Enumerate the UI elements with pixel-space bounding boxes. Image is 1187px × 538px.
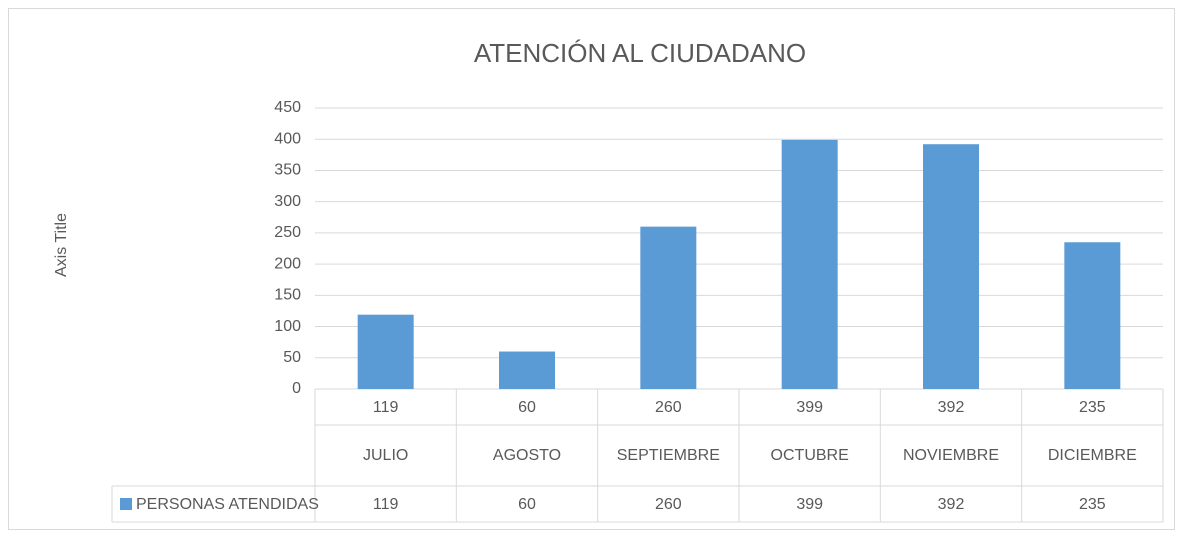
data-label: 119: [373, 399, 399, 416]
x-tick-cell: NOVIEMBRE: [902, 446, 999, 464]
y-tick-label: 100: [274, 318, 301, 335]
data-label: 392: [938, 399, 965, 416]
x-tick-label: AGOSTO: [492, 446, 562, 464]
x-tick-label: DICIEMBRE: [1047, 446, 1137, 464]
legend-swatch: [120, 498, 132, 510]
x-tick-label: OCTUBRE: [770, 446, 849, 464]
legend-label: PERSONAS ATENDIDAS: [136, 496, 319, 513]
bar: [357, 314, 414, 389]
table-value: 399: [796, 496, 823, 513]
data-label: 399: [796, 399, 823, 416]
table-value: 235: [1079, 496, 1106, 513]
x-tick-cell: DICIEMBRE: [1047, 446, 1137, 464]
x-tick-cell: SEPTIEMBRE: [616, 446, 720, 464]
bar: [781, 139, 838, 389]
chart-title: ATENCIÓN AL CIUDADANO: [474, 38, 806, 68]
y-tick-label: 0: [292, 380, 301, 397]
data-label: 235: [1079, 399, 1106, 416]
data-label: 60: [518, 399, 536, 416]
y-tick-label: 150: [274, 287, 301, 304]
y-tick-label: 350: [274, 162, 301, 179]
x-tick-cell: OCTUBRE: [770, 446, 849, 464]
x-tick-cell: AGOSTO: [492, 446, 562, 464]
y-tick-label: 450: [274, 99, 301, 116]
x-tick-label: NOVIEMBRE: [902, 446, 999, 464]
y-tick-label: 400: [274, 130, 301, 147]
y-tick-label: 50: [283, 349, 301, 366]
bar: [499, 351, 555, 389]
table-value: 60: [518, 496, 536, 513]
table-value: 260: [655, 496, 682, 513]
table-value: 119: [373, 496, 399, 513]
bar: [923, 144, 979, 389]
bar: [640, 226, 697, 389]
chart-border: [8, 8, 1175, 530]
x-tick-cell: JULIO: [362, 446, 409, 464]
y-tick-label: 200: [274, 255, 301, 272]
data-label: 260: [655, 399, 682, 416]
y-tick-label: 250: [274, 224, 301, 241]
y-tick-label: 300: [274, 193, 301, 210]
bar: [1064, 242, 1121, 389]
y-axis-title: Axis Title: [53, 213, 70, 277]
x-tick-label: SEPTIEMBRE: [616, 446, 720, 464]
table-value: 392: [938, 496, 965, 513]
x-tick-label: JULIO: [362, 446, 409, 464]
